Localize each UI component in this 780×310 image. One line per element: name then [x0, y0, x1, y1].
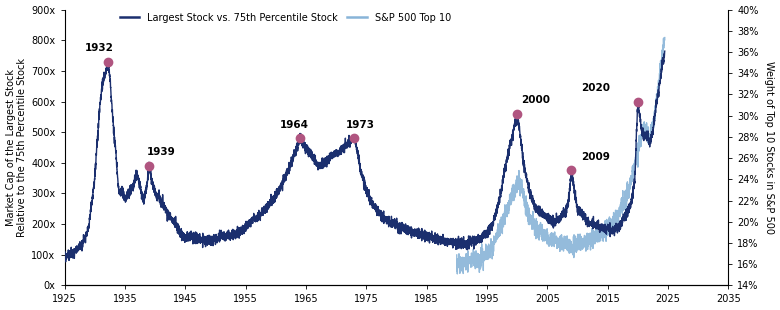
- Text: 1939: 1939: [147, 147, 176, 157]
- Text: 1964: 1964: [279, 120, 308, 130]
- Text: 2009: 2009: [581, 152, 610, 162]
- Y-axis label: Market Cap of the Largest Stock
Relative to the 75th Percentile Stock: Market Cap of the Largest Stock Relative…: [5, 58, 27, 237]
- Legend: Largest Stock vs. 75th Percentile Stock, S&P 500 Top 10: Largest Stock vs. 75th Percentile Stock,…: [116, 9, 455, 27]
- Text: 1973: 1973: [346, 120, 374, 130]
- Y-axis label: Weight of Top 10 Stocks in S&P 500: Weight of Top 10 Stocks in S&P 500: [764, 61, 775, 234]
- Text: 2020: 2020: [581, 83, 610, 93]
- Text: 1932: 1932: [84, 43, 113, 53]
- Text: 2000: 2000: [521, 95, 550, 105]
